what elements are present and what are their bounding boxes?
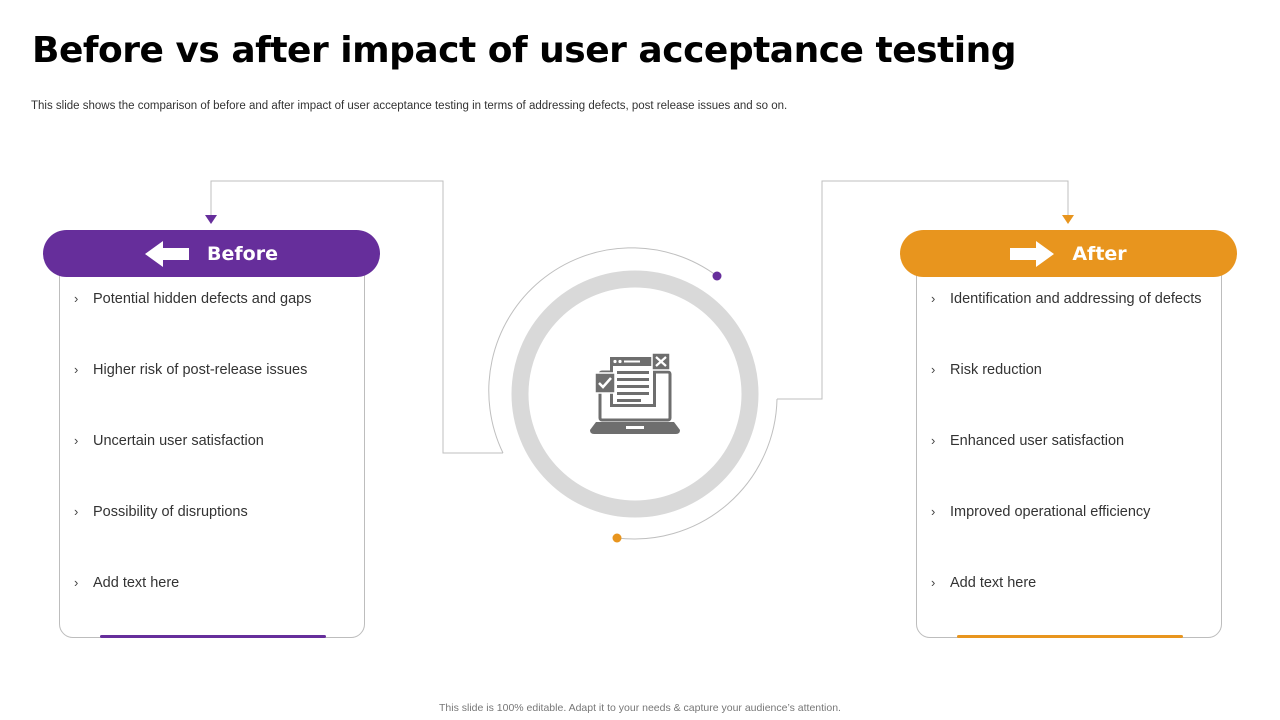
before-list-item: › Higher risk of post-release issues xyxy=(60,362,364,433)
chevron-right-icon: › xyxy=(931,504,936,519)
before-list-item: › Possibility of disruptions xyxy=(60,504,364,575)
before-item-text: Uncertain user satisfaction xyxy=(93,433,264,449)
center-ring xyxy=(511,270,759,518)
after-panel: › Identification and addressing of defect… xyxy=(916,262,1222,638)
chevron-right-icon: › xyxy=(931,362,936,377)
before-header-label: Before xyxy=(207,242,278,265)
outer-arc-bottom xyxy=(616,398,778,540)
left-connector-arrowhead xyxy=(205,215,217,224)
chevron-right-icon: › xyxy=(74,504,79,519)
orange-dot xyxy=(612,533,622,543)
before-list-item: › Uncertain user satisfaction xyxy=(60,433,364,504)
slide-footer: This slide is 100% editable. Adapt it to… xyxy=(439,702,841,714)
after-header-label: After xyxy=(1072,242,1127,265)
after-header: After xyxy=(900,230,1237,277)
purple-dot xyxy=(712,271,722,281)
after-list: › Identification and addressing of defect… xyxy=(917,291,1221,646)
before-accent-bar xyxy=(100,635,326,638)
before-panel: › Potential hidden defects and gaps › High… xyxy=(59,262,365,638)
left-connector-line xyxy=(210,180,503,454)
chevron-right-icon: › xyxy=(931,291,936,306)
chevron-right-icon: › xyxy=(931,575,936,590)
after-list-item: › Risk reduction xyxy=(917,362,1221,433)
laptop-checklist-icon xyxy=(590,352,680,434)
outer-arc-top xyxy=(488,247,718,454)
before-item-text: Higher risk of post-release issues xyxy=(93,362,308,378)
chevron-right-icon: › xyxy=(74,291,79,306)
after-item-text: Risk reduction xyxy=(950,362,1042,378)
after-list-item: › Enhanced user satisfaction xyxy=(917,433,1221,504)
after-list-item: › Add text here xyxy=(917,575,1221,646)
slide-title: Before vs after impact of user acceptanc… xyxy=(32,30,1017,71)
arrow-right-icon xyxy=(1010,240,1055,267)
after-item-text: Improved operational efficiency xyxy=(950,504,1151,520)
arrow-left-icon xyxy=(145,240,190,267)
chevron-right-icon: › xyxy=(74,362,79,377)
after-item-text: Enhanced user satisfaction xyxy=(950,433,1125,449)
after-list-item: › Improved operational efficiency xyxy=(917,504,1221,575)
chevron-right-icon: › xyxy=(931,433,936,448)
chevron-right-icon: › xyxy=(74,433,79,448)
after-accent-bar xyxy=(957,635,1183,638)
right-connector-arrowhead xyxy=(1062,215,1074,224)
before-list-item: › Potential hidden defects and gaps xyxy=(60,291,364,362)
chevron-right-icon: › xyxy=(74,575,79,590)
right-connector-line xyxy=(777,180,1069,400)
before-item-text: Add text here xyxy=(93,575,180,591)
before-list: › Potential hidden defects and gaps › High… xyxy=(60,291,364,646)
after-item-text: Add text here xyxy=(950,575,1037,591)
before-list-item: › Add text here xyxy=(60,575,364,646)
after-item-text: Identification and addressing of defects xyxy=(950,291,1202,307)
before-item-text: Possibility of disruptions xyxy=(93,504,248,520)
slide-subtitle: This slide shows the comparison of befor… xyxy=(31,100,788,112)
before-item-text: Potential hidden defects and gaps xyxy=(93,291,312,307)
before-header: Before xyxy=(43,230,380,277)
after-list-item: › Identification and addressing of defect… xyxy=(917,291,1221,362)
